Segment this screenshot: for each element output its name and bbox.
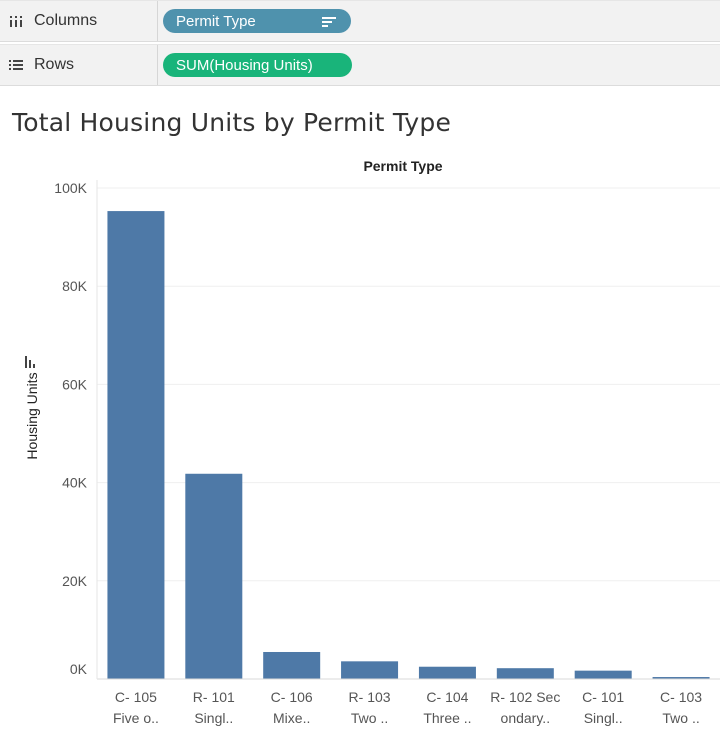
bar[interactable] (107, 211, 165, 679)
x-tick-label: Two .. (351, 710, 388, 726)
x-tick-label: Singl.. (194, 710, 233, 726)
y-tick-labels: 0K 20K 40K 60K 80K 100K (54, 180, 87, 677)
bar[interactable] (263, 651, 321, 679)
sum-housing-units-pill-label: SUM(Housing Units) (176, 56, 313, 74)
sum-housing-units-pill[interactable]: SUM(Housing Units) (163, 53, 352, 77)
x-tick-label: Two .. (662, 710, 699, 726)
bar[interactable] (418, 666, 476, 679)
x-tick-label: Singl.. (584, 710, 623, 726)
rows-icon (8, 59, 24, 71)
x-tick-label: R- 103 (349, 689, 391, 705)
rows-label-text: Rows (34, 56, 75, 73)
y-tick-label: 0K (70, 661, 88, 677)
y-axis-sort-icon[interactable] (25, 356, 35, 368)
bar[interactable] (652, 677, 710, 679)
bar[interactable] (185, 473, 243, 679)
y-tick-label: 40K (62, 475, 88, 491)
x-tick-label: C- 105 (115, 689, 157, 705)
columns-shelf: Columns Permit Type (0, 0, 720, 42)
y-tick-label: 80K (62, 278, 88, 294)
rows-shelf: Rows SUM(Housing Units) (0, 44, 720, 86)
columns-icon (8, 14, 24, 28)
bar[interactable] (574, 670, 632, 679)
x-tick-label: C- 106 (271, 689, 313, 705)
x-tick-label: R- 102 Sec (490, 689, 560, 705)
columns-shelf-label: Columns (0, 1, 158, 41)
chart-title: Total Housing Units by Permit Type (12, 108, 452, 137)
bar[interactable] (341, 661, 399, 679)
y-tick-label: 20K (62, 573, 88, 589)
x-tick-label: Mixe.. (273, 710, 310, 726)
bar[interactable] (496, 668, 554, 679)
permit-type-pill[interactable]: Permit Type (163, 9, 351, 33)
x-tick-label: Five o.. (113, 710, 159, 726)
y-axis-label: Housing Units (24, 372, 40, 459)
x-tick-label: Three .. (423, 710, 471, 726)
x-tick-label: R- 101 (193, 689, 235, 705)
bars-layer (107, 211, 710, 679)
y-tick-label: 60K (62, 376, 88, 392)
x-tick-label: C- 104 (426, 689, 468, 705)
x-tick-label: C- 101 (582, 689, 624, 705)
rows-shelf-label: Rows (0, 45, 158, 85)
columns-label-text: Columns (34, 12, 98, 29)
y-tick-label: 100K (54, 180, 87, 196)
x-tick-labels: C- 105 Five o.. R- 101 Singl.. C- 106 Mixe.. R… (113, 689, 702, 726)
x-tick-label: C- 103 (660, 689, 702, 705)
x-tick-label: ondary.. (501, 710, 551, 726)
column-header-label: Permit Type (363, 158, 442, 174)
permit-type-pill-label: Permit Type (176, 12, 256, 30)
sort-descending-icon[interactable] (322, 15, 336, 32)
